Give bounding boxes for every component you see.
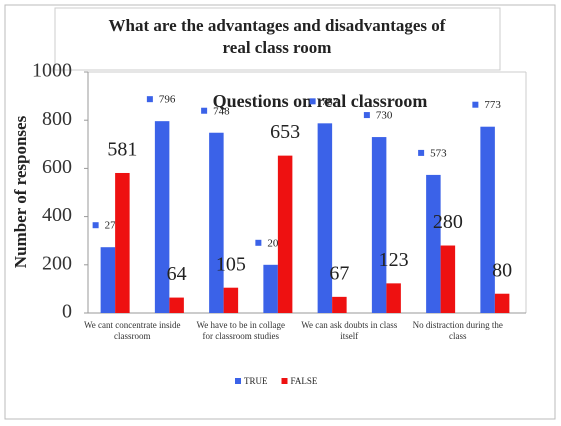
data-label: 123 xyxy=(379,249,409,271)
bar xyxy=(154,121,170,313)
x-tick-label: No distraction during the class xyxy=(413,320,503,341)
bar xyxy=(494,293,510,313)
data-label: 280 xyxy=(433,211,463,233)
bar xyxy=(209,132,224,313)
y-tick-label: 800 xyxy=(42,108,72,130)
y-tick-label: 200 xyxy=(42,252,72,274)
data-label: 105 xyxy=(216,253,246,275)
bar xyxy=(480,126,495,313)
bar xyxy=(169,297,184,313)
label-marker xyxy=(363,112,370,119)
y-tick-label: 1000 xyxy=(32,60,72,82)
chart-subtitle: Questions on real classroom xyxy=(213,91,428,111)
label-marker xyxy=(472,101,479,108)
x-tick-label: We cant concentrate inside classroom xyxy=(84,320,180,341)
legend-label: FALSE xyxy=(291,376,318,386)
bar xyxy=(440,245,456,313)
data-label: 573 xyxy=(430,147,447,159)
label-marker xyxy=(309,98,316,105)
label-marker xyxy=(201,107,208,114)
x-tick-label: We have to be in collage for classroom st… xyxy=(197,320,286,341)
y-tick-label: 600 xyxy=(42,156,72,178)
bar xyxy=(332,296,347,313)
label-marker xyxy=(255,239,262,246)
data-label: 796 xyxy=(159,94,176,106)
y-axis-label: Number of responses xyxy=(11,115,30,268)
y-tick-label: 0 xyxy=(62,301,72,323)
legend-swatch xyxy=(235,378,241,384)
data-label: 653 xyxy=(270,121,300,143)
x-tick-label: We can ask doubts in class itself xyxy=(301,320,398,341)
data-label: 773 xyxy=(484,99,501,111)
chart-title: What are the advantages and disadvantage… xyxy=(109,16,446,57)
bar xyxy=(371,137,387,313)
title-box xyxy=(54,7,501,71)
bar xyxy=(277,155,293,313)
data-label: 581 xyxy=(107,139,137,161)
data-label: 67 xyxy=(329,262,349,284)
bar xyxy=(263,264,278,313)
bar xyxy=(426,174,441,313)
data-label: 80 xyxy=(492,259,512,281)
legend-swatch xyxy=(281,378,288,384)
bar xyxy=(386,283,401,313)
bar xyxy=(223,287,239,313)
label-marker xyxy=(92,222,99,229)
bar xyxy=(115,172,130,313)
bar xyxy=(100,247,116,313)
bar xyxy=(317,123,333,313)
data-label: 64 xyxy=(167,263,187,285)
data-label: 787 xyxy=(322,96,339,108)
legend-label: TRUE xyxy=(244,376,268,386)
y-tick-label: 400 xyxy=(42,204,72,226)
data-label: 730 xyxy=(376,110,393,122)
data-label: 748 xyxy=(213,105,230,117)
label-marker xyxy=(418,149,425,156)
label-marker xyxy=(146,96,153,103)
